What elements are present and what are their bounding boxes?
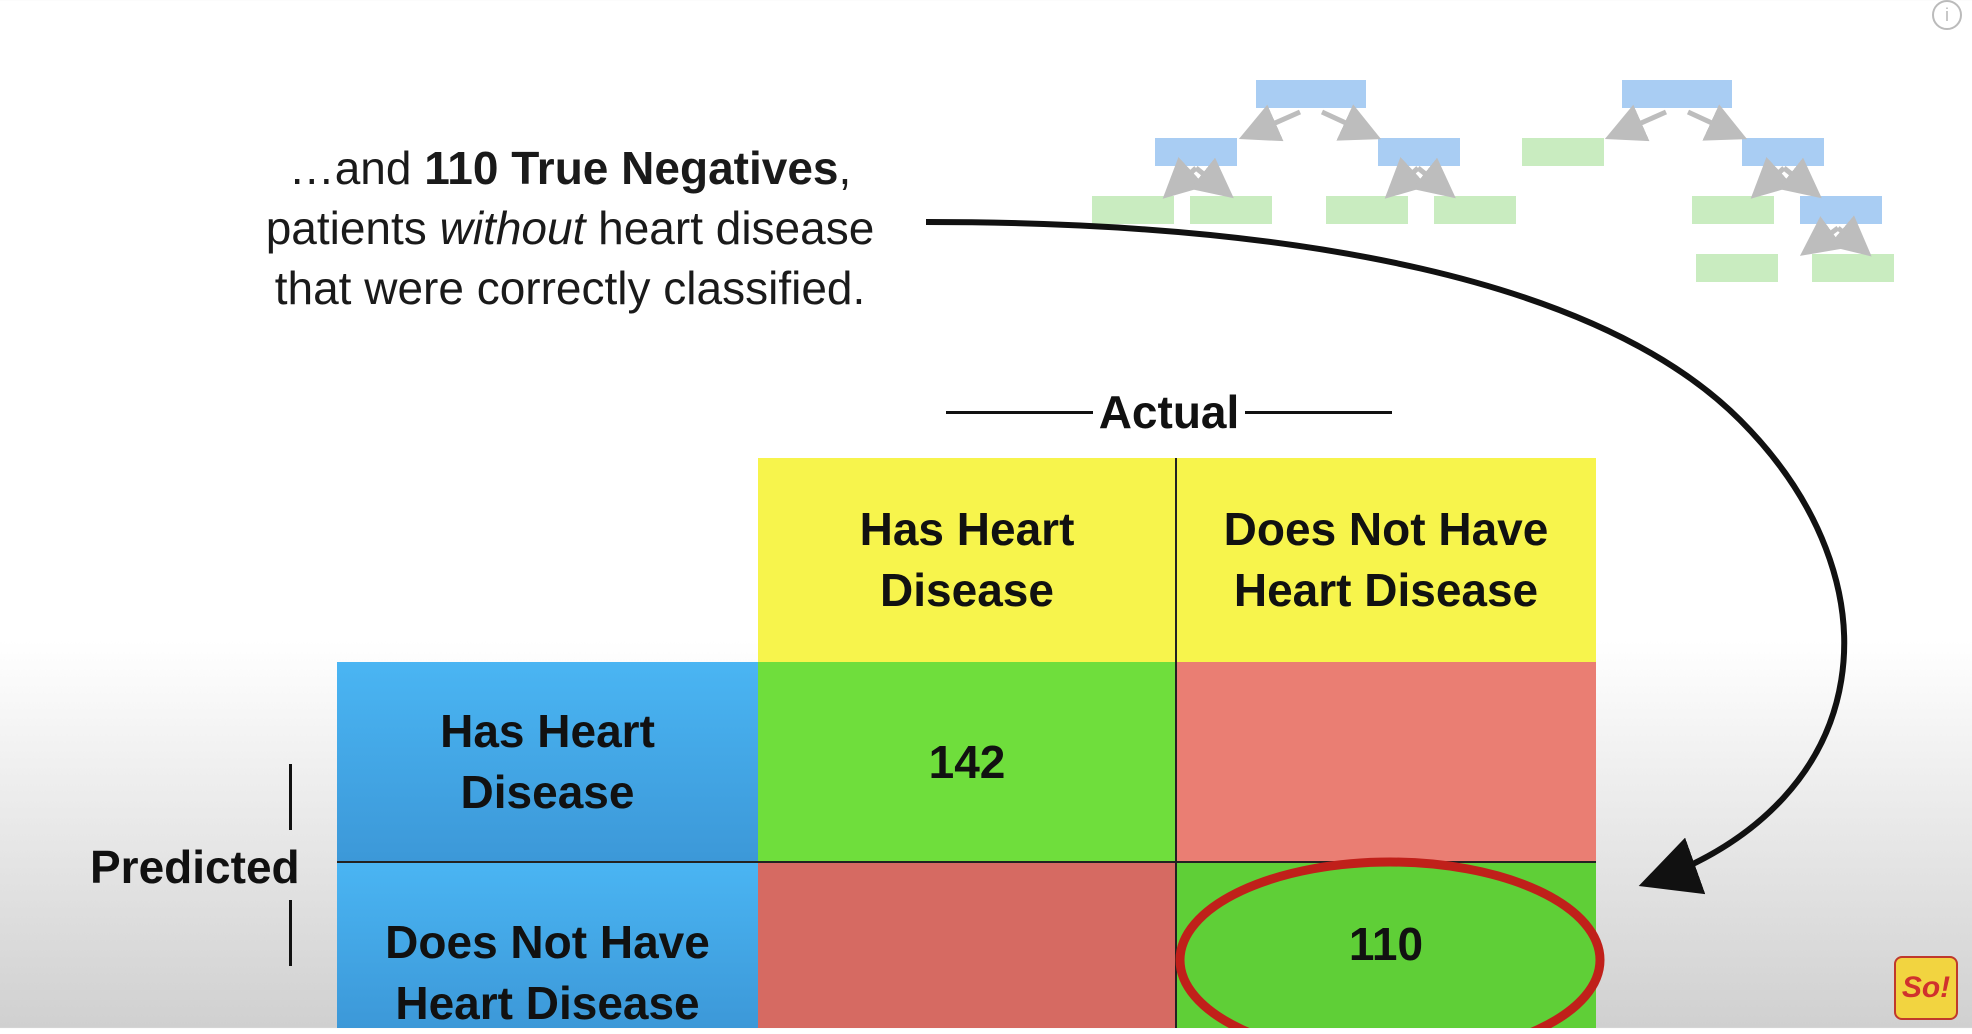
row-header-has-heart-disease: Has Heart Disease xyxy=(337,662,758,862)
highlight-ring xyxy=(1175,857,1605,1028)
col-header-has-heart-disease: Has Heart Disease xyxy=(758,458,1176,662)
curved-arrow xyxy=(925,219,1848,895)
predicted-top-bar xyxy=(289,764,292,830)
info-icon[interactable]: i xyxy=(1932,0,1962,30)
actual-left-line xyxy=(946,410,1093,414)
actual-axis-label: Actual xyxy=(946,382,1392,442)
row-header-no-heart-disease: Does Not Have Heart Disease xyxy=(337,862,758,1029)
col-header-no-heart-disease: Does Not Have Heart Disease xyxy=(1176,458,1596,662)
grid-line-horizontal xyxy=(337,861,1596,863)
grid-line-vertical xyxy=(1175,458,1177,1028)
tree-node xyxy=(1092,196,1174,224)
tree-node xyxy=(1434,196,1516,224)
actual-right-line xyxy=(1245,410,1392,414)
caption-line-1: …and 110 True Negatives, xyxy=(288,142,852,194)
actual-label: Actual xyxy=(1098,386,1240,438)
cell-false-negative xyxy=(758,862,1176,1028)
caption-line-3: that were correctly classified. xyxy=(274,262,866,314)
caption-text: …and 110 True Negatives, patients withou… xyxy=(180,138,960,318)
cell-true-positive: 142 xyxy=(758,662,1176,862)
tree-node xyxy=(1622,80,1732,108)
tree-node xyxy=(1696,254,1778,282)
tree-node xyxy=(1190,196,1272,224)
channel-logo: So! xyxy=(1894,956,1958,1020)
tree-node xyxy=(1522,138,1604,166)
predicted-bottom-bar xyxy=(289,900,292,966)
tree-node xyxy=(1692,196,1774,224)
tree-connector-arrows xyxy=(1162,104,1872,257)
tree-node xyxy=(1812,254,1894,282)
tree-node xyxy=(1326,196,1408,224)
predicted-label: Predicted xyxy=(90,841,300,893)
cell-false-positive xyxy=(1176,662,1596,862)
caption-line-2: patients without heart disease xyxy=(265,202,875,254)
tree-node xyxy=(1256,80,1366,108)
